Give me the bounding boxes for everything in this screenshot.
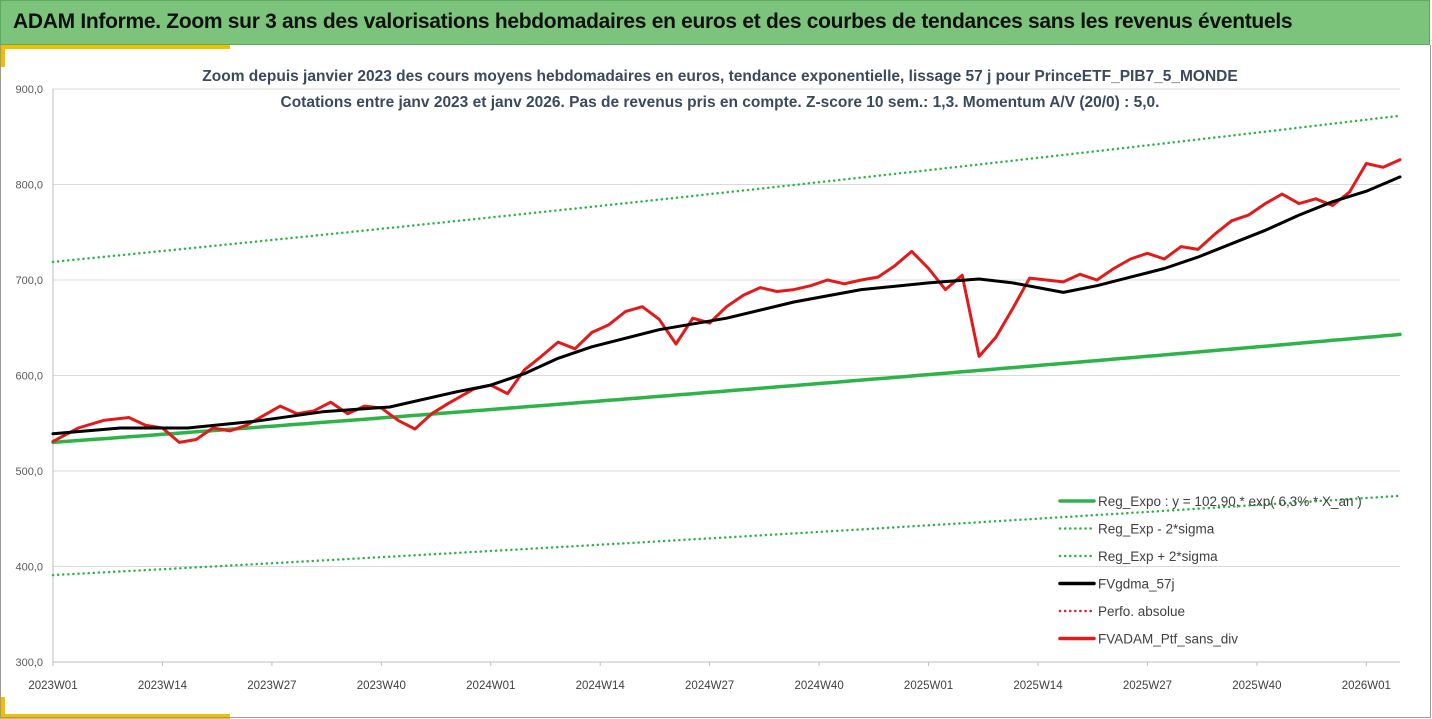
accent-bar-bottom xyxy=(0,714,230,719)
report-title: ADAM Informe. Zoom sur 3 ans des valoris… xyxy=(13,10,1293,33)
x-tick-label: 2023W01 xyxy=(28,680,77,692)
y-tick-label: 800,0 xyxy=(15,180,43,192)
chart-title: Zoom depuis janvier 2023 des cours moyen… xyxy=(202,68,1237,85)
report-header: ADAM Informe. Zoom sur 3 ans des valoris… xyxy=(0,0,1430,45)
legend-label: Reg_Exp + 2*sigma xyxy=(1098,549,1218,564)
grid-lines xyxy=(53,88,1400,663)
series-line-2 xyxy=(51,114,1402,264)
series-line-0 xyxy=(51,332,1402,445)
x-tick-label: 2024W27 xyxy=(685,680,734,692)
x-axis: 2023W01 2023W14 2023W27 2023W40 2024W01 2024W… xyxy=(28,661,1400,692)
x-tick-label: 2023W27 xyxy=(247,680,296,692)
series-lines xyxy=(51,114,1402,577)
x-tick-label: 2023W40 xyxy=(357,680,406,692)
y-tick-label: 400,0 xyxy=(15,562,43,574)
series-line-1 xyxy=(51,494,1402,577)
y-tick-label: 600,0 xyxy=(15,371,43,383)
legend: Reg_Expo : y = 102,90,* exp( 6,3% * X_an… xyxy=(1058,494,1362,647)
y-tick-label: 300,0 xyxy=(15,657,43,669)
x-tick-label: 2025W01 xyxy=(904,680,953,692)
legend-label: FVADAM_Ptf_sans_div xyxy=(1098,632,1238,647)
x-tick-label: 2024W01 xyxy=(466,680,515,692)
x-tick-label: 2024W40 xyxy=(794,680,843,692)
accent-bar-bottom-vertical xyxy=(0,697,5,719)
accent-bar-top-vertical xyxy=(0,45,5,67)
x-tick-label: 2025W40 xyxy=(1232,680,1281,692)
series-line-3 xyxy=(51,175,1402,436)
legend-label: Perfo. absolue xyxy=(1098,604,1185,619)
series-line-5 xyxy=(51,158,1402,444)
x-tick-label: 2026W01 xyxy=(1342,680,1391,692)
x-tick-label: 2025W14 xyxy=(1013,680,1063,692)
y-axis: 300,0 400,0 500,0 600,0 700,0 800,0 900,0 xyxy=(15,84,54,669)
y-tick-label: 700,0 xyxy=(15,275,43,287)
accent-bar-top xyxy=(0,45,230,49)
legend-label: FVgdma_57j xyxy=(1098,577,1175,592)
legend-label: Reg_Expo : y = 102,90,* exp( 6,3% * X_an… xyxy=(1098,494,1362,509)
chart-frame xyxy=(0,45,1431,718)
chart-subtitle: Cotations entre janv 2023 et janv 2026. … xyxy=(281,94,1160,111)
x-tick-label: 2023W14 xyxy=(138,680,188,692)
legend-label: Reg_Exp - 2*sigma xyxy=(1098,522,1215,537)
y-tick-label: 900,0 xyxy=(15,84,43,96)
x-tick-label: 2024W14 xyxy=(576,680,626,692)
y-tick-label: 500,0 xyxy=(15,466,43,478)
line-chart: Zoom depuis janvier 2023 des cours moyen… xyxy=(15,68,1402,692)
x-tick-label: 2025W27 xyxy=(1123,680,1172,692)
